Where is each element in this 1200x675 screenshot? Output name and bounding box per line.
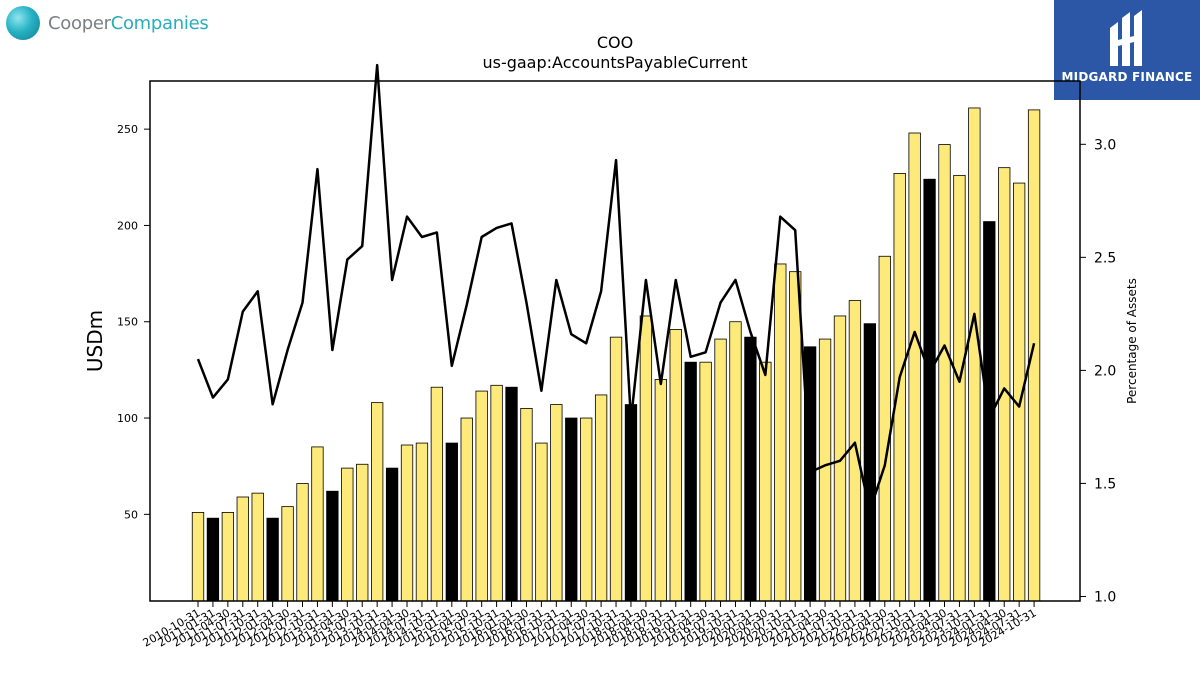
y-tick-label: 150: [117, 316, 138, 329]
bar: [505, 386, 518, 602]
y-axis-label: USDm: [83, 310, 107, 372]
y2-tick-label: 1.0: [1094, 589, 1116, 605]
y-tick-label: 250: [117, 123, 138, 136]
bar: [236, 496, 249, 602]
bar: [789, 271, 802, 602]
bar: [281, 506, 294, 602]
bar: [296, 483, 309, 602]
bar: [818, 338, 832, 602]
bar: [803, 346, 817, 602]
bar: [580, 417, 593, 602]
chart-subtitle: us-gaap:AccountsPayableCurrent: [482, 53, 747, 72]
bar: [848, 300, 862, 602]
bar: [893, 173, 906, 602]
plot-frame: [149, 80, 1081, 602]
bar: [729, 321, 742, 602]
bar: [833, 315, 847, 602]
bar: [714, 338, 727, 602]
bar: [251, 492, 264, 602]
bar: [445, 442, 458, 602]
bar: [923, 178, 936, 602]
midgard-logo-icon: [1110, 10, 1142, 66]
midgard-brand-text: MIDGARD FINANCE: [1061, 70, 1193, 84]
y-tick-label: 100: [117, 412, 138, 425]
bar: [191, 512, 205, 602]
bar: [938, 144, 951, 602]
bar: [490, 384, 503, 602]
bar: [968, 107, 981, 602]
bar-series: [191, 107, 1041, 602]
y2-axis-label: Percentage of Assets: [1125, 278, 1139, 404]
bar: [356, 463, 369, 602]
bar: [998, 167, 1011, 602]
brand-word-cooper: Cooper: [48, 12, 111, 34]
bar: [221, 512, 235, 602]
bar: [385, 467, 399, 602]
bar: [639, 315, 653, 602]
bar: [609, 336, 623, 602]
bar: [326, 490, 339, 602]
cooper-logo-icon: [6, 6, 40, 40]
bar: [699, 361, 712, 602]
bar: [311, 446, 324, 602]
bar: [684, 361, 697, 602]
bar: [415, 442, 429, 602]
y2-tick-label: 1.5: [1094, 476, 1116, 492]
bar: [535, 442, 548, 602]
bar: [774, 263, 787, 602]
bar: [475, 390, 488, 602]
bar: [206, 517, 220, 602]
bar: [550, 404, 563, 602]
bar: [341, 467, 354, 602]
bar: [460, 417, 473, 602]
y2-tick-label: 2.5: [1094, 250, 1116, 266]
bar: [624, 404, 638, 602]
x-axis: 2010-10-312011-01-312011-04-302011-07-31…: [141, 601, 1039, 650]
bar: [863, 323, 876, 602]
bar: [953, 174, 966, 602]
cooper-companies-logo: CooperCompanies: [6, 6, 209, 40]
bar: [878, 255, 891, 602]
cooper-brand-text: CooperCompanies: [48, 12, 209, 34]
y2-tick-label: 3.0: [1094, 137, 1116, 153]
line-series: [196, 63, 1036, 512]
bar: [565, 417, 578, 602]
y-axis-left: 50 100 150 200 250: [117, 123, 150, 521]
bar: [266, 517, 279, 602]
bar: [759, 361, 772, 602]
y-axis-right: 1.0 1.5 2.0 2.5 3.0: [1080, 137, 1116, 605]
y-tick-label: 50: [124, 508, 138, 521]
bar: [430, 386, 444, 602]
percentage-line: [196, 63, 1036, 512]
chart-title: COO: [597, 33, 633, 52]
bar: [654, 379, 667, 602]
bar: [669, 329, 682, 602]
bar: [520, 408, 533, 602]
brand-word-companies: Companies: [110, 12, 209, 34]
bar: [744, 336, 757, 602]
bar: [400, 444, 414, 602]
bar: [908, 132, 921, 602]
bar: [594, 394, 608, 602]
y2-tick-label: 2.0: [1094, 363, 1116, 379]
y-tick-label: 200: [117, 219, 138, 232]
midgard-finance-logo: MIDGARD FINANCE: [1054, 0, 1200, 100]
bar: [371, 402, 384, 602]
